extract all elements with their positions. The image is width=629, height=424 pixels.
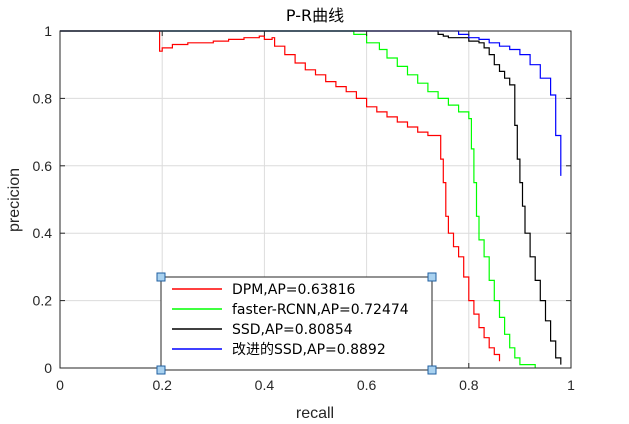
x-tick-label: 0.4	[255, 377, 275, 393]
x-tick-label: 0	[56, 377, 64, 393]
legend-label-1: DPM,AP=0.63816	[232, 282, 355, 298]
x-tick-label: 0.2	[152, 377, 172, 393]
y-tick-label: 0.6	[33, 158, 53, 174]
x-tick-label: 1	[567, 377, 575, 393]
series-line-4	[60, 30, 562, 176]
grid	[60, 31, 571, 368]
series-line-3	[60, 30, 562, 365]
legend-handle-top-left[interactable]	[156, 272, 166, 282]
legend-box	[160, 276, 433, 371]
x-tick-label: 0.8	[459, 377, 479, 393]
y-tick-label: 0.8	[33, 90, 53, 106]
y-axis-label: precicion	[6, 168, 23, 232]
legend-label-2: faster-RCNN,AP=0.72474	[232, 302, 409, 318]
chart-title: P-R曲线	[286, 6, 344, 25]
legend-label-3: SSD,AP=0.80854	[232, 322, 353, 338]
series-line-1	[60, 30, 501, 362]
legend-handle-top-right[interactable]	[427, 272, 437, 282]
y-tick-label: 0	[44, 360, 52, 376]
series-line-2	[60, 30, 536, 368]
legend-handle-bottom-right[interactable]	[427, 365, 437, 375]
legend-handle-bottom-left[interactable]	[156, 365, 166, 375]
series-layer	[60, 30, 562, 368]
x-tick-label: 0.6	[357, 377, 377, 393]
legend: DPM,AP=0.63816 faster-RCNN,AP=0.72474 SSD,…	[156, 272, 437, 375]
y-tick-label: 0.4	[33, 225, 53, 241]
legend-label-4: 改进的SSD,AP=0.8892	[232, 342, 386, 358]
y-tick-label: 1	[44, 23, 52, 39]
x-axis-label: recall	[296, 405, 334, 422]
y-tick-label: 0.2	[33, 293, 53, 309]
